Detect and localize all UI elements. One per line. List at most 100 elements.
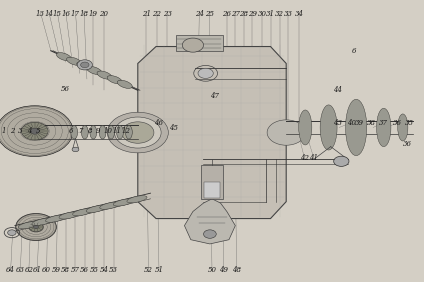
Text: 17: 17 [71, 10, 80, 18]
Circle shape [334, 156, 349, 166]
Circle shape [77, 60, 92, 70]
Text: 21: 21 [142, 10, 151, 18]
Text: 13: 13 [36, 10, 45, 18]
Text: 7: 7 [78, 127, 83, 135]
Ellipse shape [379, 116, 388, 139]
Circle shape [72, 147, 79, 152]
Circle shape [16, 213, 56, 241]
Text: 28: 28 [239, 10, 248, 18]
Text: 2: 2 [10, 127, 14, 135]
Text: 46: 46 [154, 119, 164, 127]
Ellipse shape [378, 112, 390, 143]
Text: 23: 23 [163, 10, 172, 18]
Text: 58: 58 [61, 266, 70, 274]
Text: 31: 31 [266, 10, 275, 18]
Text: 20: 20 [99, 10, 109, 18]
Text: 34: 34 [294, 10, 304, 18]
Text: 3: 3 [18, 127, 22, 135]
Ellipse shape [100, 202, 120, 209]
Ellipse shape [298, 110, 312, 145]
Text: 56: 56 [80, 266, 89, 274]
Ellipse shape [349, 109, 363, 146]
Text: 41: 41 [309, 154, 318, 162]
Ellipse shape [77, 62, 92, 70]
Ellipse shape [126, 125, 132, 139]
Polygon shape [138, 47, 286, 219]
Text: 32: 32 [275, 10, 285, 18]
Text: 14: 14 [44, 10, 53, 18]
Text: 36: 36 [402, 140, 412, 148]
Ellipse shape [86, 205, 106, 213]
Bar [176, 35, 223, 51]
Text: 4: 4 [27, 127, 31, 135]
Text: 39: 39 [355, 119, 364, 127]
Circle shape [8, 230, 16, 235]
Circle shape [182, 38, 204, 52]
Ellipse shape [108, 125, 114, 139]
Ellipse shape [117, 80, 132, 88]
Ellipse shape [71, 125, 78, 139]
Ellipse shape [117, 125, 123, 139]
Text: 43: 43 [332, 119, 342, 127]
Bar [201, 165, 223, 199]
Ellipse shape [73, 209, 93, 216]
Ellipse shape [351, 113, 361, 142]
Ellipse shape [113, 199, 134, 206]
Text: 10: 10 [103, 127, 113, 135]
Text: 56: 56 [61, 85, 70, 93]
Text: 40: 40 [346, 119, 356, 127]
Circle shape [204, 230, 216, 238]
Text: 29: 29 [248, 10, 257, 18]
Ellipse shape [321, 108, 336, 147]
Ellipse shape [346, 99, 367, 156]
Text: 6: 6 [69, 127, 73, 135]
Circle shape [81, 62, 89, 68]
Ellipse shape [18, 222, 39, 229]
Text: 36: 36 [393, 119, 402, 127]
Text: 15: 15 [53, 10, 62, 18]
Ellipse shape [67, 57, 81, 65]
Bar [204, 182, 220, 198]
Text: 26: 26 [222, 10, 232, 18]
Text: 25: 25 [205, 10, 215, 18]
Ellipse shape [301, 116, 310, 139]
Circle shape [0, 106, 73, 157]
Circle shape [30, 128, 39, 134]
Text: 48: 48 [232, 266, 241, 274]
Text: 18: 18 [79, 10, 89, 18]
Ellipse shape [127, 196, 147, 203]
Text: 12: 12 [122, 127, 131, 135]
Ellipse shape [398, 114, 408, 141]
Text: 27: 27 [231, 10, 240, 18]
Circle shape [267, 120, 305, 145]
Circle shape [29, 222, 43, 232]
Circle shape [33, 225, 39, 229]
Ellipse shape [322, 111, 335, 144]
Ellipse shape [377, 108, 391, 147]
Ellipse shape [320, 105, 337, 150]
Text: 51: 51 [154, 266, 164, 274]
Text: 47: 47 [209, 92, 219, 100]
Ellipse shape [324, 115, 333, 140]
Circle shape [21, 122, 48, 140]
Ellipse shape [399, 118, 407, 137]
Text: 53: 53 [109, 266, 118, 274]
Text: 22: 22 [152, 10, 162, 18]
Text: 16: 16 [61, 10, 70, 18]
Polygon shape [184, 199, 235, 244]
Text: 5: 5 [36, 127, 40, 135]
Text: 42: 42 [300, 154, 309, 162]
Text: 62: 62 [24, 266, 33, 274]
Text: 57: 57 [71, 266, 80, 274]
Text: 50: 50 [207, 266, 217, 274]
Ellipse shape [81, 125, 88, 139]
Text: 30: 30 [257, 10, 267, 18]
Ellipse shape [90, 125, 97, 139]
Ellipse shape [87, 67, 102, 74]
Text: 33: 33 [284, 10, 293, 18]
Circle shape [114, 117, 161, 148]
Circle shape [122, 122, 154, 143]
Text: 8: 8 [88, 127, 92, 135]
Text: 9: 9 [96, 127, 100, 135]
Text: 63: 63 [16, 266, 25, 274]
